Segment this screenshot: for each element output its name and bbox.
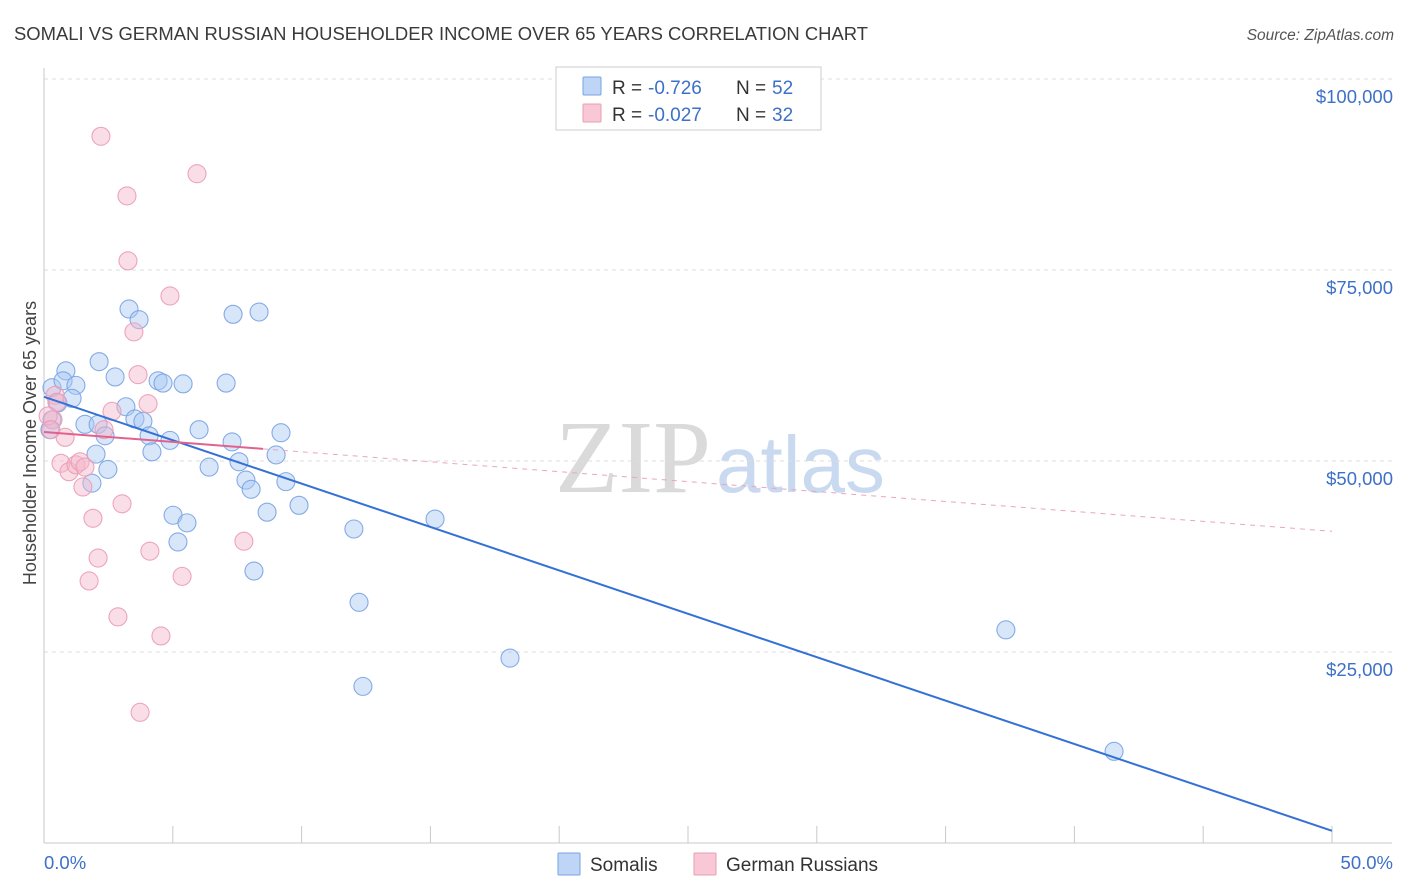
series-legend: Somalis German Russians: [557, 852, 878, 876]
x-tick-label-min: 0.0%: [44, 852, 86, 873]
x-tick-label-max: 50.0%: [1341, 852, 1393, 873]
somalis-point: [89, 352, 109, 372]
german-russians-point: [124, 322, 144, 342]
german-russians-point: [94, 420, 114, 440]
y-tick-label: $25,000: [1326, 659, 1393, 680]
somalis-point: [86, 444, 106, 464]
x-axis-ticks: [43, 826, 1333, 843]
trend-lines: [43, 395, 1333, 832]
somalis-trend-line: [43, 395, 1333, 832]
german-russians-point: [75, 457, 95, 477]
somalis-point: [289, 495, 309, 515]
watermark-atlas: atlas: [716, 420, 885, 509]
somalis-point: [241, 479, 261, 499]
stats-legend: R = -0.726 N = 52 R = -0.027 N = 32: [555, 66, 822, 131]
german-russians-point: [108, 607, 128, 627]
german-russians-point: [151, 626, 171, 646]
somalis-point: [129, 310, 149, 330]
stats-r-value: -0.027: [648, 105, 702, 126]
german-russians-point: [130, 702, 150, 722]
german-russians-trend-line-dashed: [262, 448, 1333, 532]
german-russians-point: [79, 571, 99, 591]
german-russians-point: [88, 548, 108, 568]
legend-swatch-german-russians: [693, 852, 717, 876]
somalis-point: [189, 420, 209, 440]
somalis-point: [271, 423, 291, 443]
german-russians-point: [41, 420, 61, 440]
somalis-point: [98, 459, 118, 479]
stats-n-value: 32: [772, 105, 793, 126]
german-russians-point: [83, 508, 103, 528]
somalis-point: [344, 519, 364, 539]
somalis-point: [257, 502, 277, 522]
somalis-point: [244, 561, 264, 581]
german-russians-point: [138, 394, 158, 414]
german-russians-point: [117, 186, 137, 206]
somalis-point: [153, 373, 173, 393]
german-russians-point: [118, 251, 138, 271]
somalis-point: [353, 676, 373, 696]
german-russians-point: [160, 286, 180, 306]
somalis-point: [105, 367, 125, 387]
german-russians-point: [91, 126, 111, 146]
y-axis-label: Householder Income Over 65 years: [20, 301, 40, 585]
somalis-point: [177, 513, 197, 533]
source-credit: Source: ZipAtlas.com: [1247, 27, 1394, 44]
somalis-point: [500, 648, 520, 668]
somalis-point: [53, 371, 73, 391]
german-russians-point: [234, 531, 254, 551]
stats-r-label: R =: [612, 105, 642, 126]
somalis-point: [168, 532, 188, 552]
stats-r-label: R =: [612, 78, 642, 99]
somalis-point: [216, 373, 236, 393]
stats-swatch-somalis: [582, 76, 602, 96]
somalis-point: [199, 457, 219, 477]
y-tick-label: $50,000: [1326, 468, 1393, 489]
legend-swatch-somalis: [557, 852, 581, 876]
watermark-zip: ZIP: [555, 400, 711, 515]
watermark-logo: ZIP atlas: [555, 400, 885, 515]
somalis-point: [173, 374, 193, 394]
german-russians-point: [112, 494, 132, 514]
chart-title: SOMALI VS GERMAN RUSSIAN HOUSEHOLDER INC…: [14, 24, 868, 44]
somalis-point: [119, 299, 139, 319]
german-russians-trend-line-solid: [43, 430, 264, 450]
legend-label-somalis: Somalis: [590, 855, 658, 876]
somalis-point: [223, 304, 243, 324]
somalis-point: [222, 432, 242, 452]
stats-n-label: N =: [736, 105, 766, 126]
somalis-point: [425, 509, 445, 529]
somalis-point: [75, 414, 95, 434]
german-russians-point: [187, 164, 207, 184]
german-russians-point: [128, 365, 148, 385]
german-russians-point: [73, 477, 93, 497]
somalis-point: [249, 302, 269, 322]
german-russians-point: [172, 566, 192, 586]
y-tick-label: $75,000: [1326, 277, 1393, 298]
y-tick-labels: $25,000 $50,000 $75,000 $100,000: [1316, 86, 1393, 680]
somalis-point: [349, 592, 369, 612]
german-russians-point: [140, 541, 160, 561]
somalis-point: [236, 470, 256, 490]
somalis-point: [266, 445, 286, 465]
somalis-point: [142, 442, 162, 462]
y-tick-label: $100,000: [1316, 86, 1393, 107]
stats-swatch-german-russians: [582, 103, 602, 123]
somalis-point: [996, 620, 1016, 640]
stats-n-value: 52: [772, 78, 793, 99]
stats-n-label: N =: [736, 78, 766, 99]
legend-label-german-russians: German Russians: [726, 855, 878, 876]
stats-r-value: -0.726: [648, 78, 702, 99]
somalis-point: [148, 371, 168, 391]
